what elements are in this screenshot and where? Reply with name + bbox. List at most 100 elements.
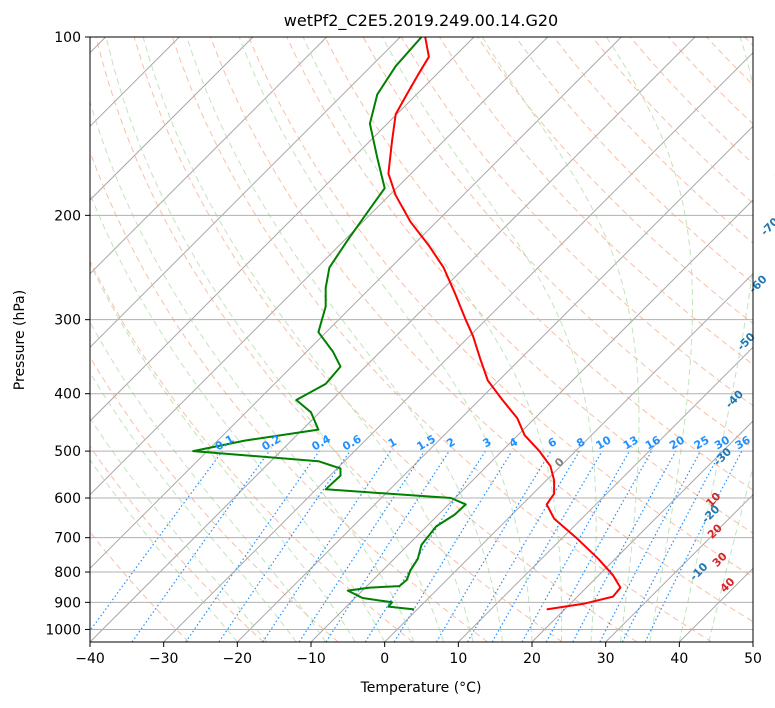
mixing-ratio-label: 8 [574,435,587,450]
mixing-ratio-label: 0.6 [340,432,364,453]
dry-adiabat-line [90,150,488,642]
y-axis-ticks: 100 200 300 400 500 600 700 800 900 1000 [45,30,90,638]
mixing-ratio-label: 0.4 [310,432,334,453]
isotherm-line [236,125,753,642]
mixing-ratio-label: 1 [386,435,399,450]
isotherm-line [90,37,696,642]
y-tick-label: 200 [54,208,81,224]
isotherm-label: -10 [687,560,710,583]
y-tick-label: 400 [54,387,81,403]
moist-adiabat-line [481,37,640,642]
isotherm-line [310,199,753,642]
mixing-ratio-label: 16 [643,433,663,452]
x-tick-label: 10 [449,651,467,667]
dry-adiabat-line [90,531,190,642]
moist-adiabat-line [186,37,503,642]
mixing-ratio-line [131,450,270,642]
mixing-ratio-label: 3 [480,435,493,450]
isotherm-label: -40 [723,387,746,410]
moist-adiabat-label: 30 [710,549,730,569]
isotherm-line [90,37,328,275]
dry-adiabat-line [90,356,339,642]
isotherm-line [90,37,254,201]
isotherm-label: -70 [758,215,775,238]
x-tick-label: −20 [223,651,253,667]
x-tick-label: 50 [744,651,762,667]
isotherm-line [384,272,753,642]
mixing-ratio-line [218,450,351,642]
dry-adiabat-line [90,445,264,642]
x-tick-label: 0 [380,651,389,667]
dry-adiabat-line [171,37,712,642]
moist-adiabat-line [105,37,445,642]
dry-adiabat-line [90,259,414,642]
y-tick-label: 700 [54,531,81,547]
moist-adiabat-line [238,37,533,642]
background-lines [90,37,753,642]
mixing-ratio-line [599,450,702,642]
mixing-ratio-line [325,450,450,642]
mixing-ratio-line [393,450,513,642]
isotherm-line [678,567,753,642]
moist-adiabat-line [90,99,415,642]
y-axis-label: Pressure (hPa) [12,290,28,390]
x-tick-label: −30 [149,651,179,667]
mixing-ratio-label: 1.5 [414,432,437,453]
mixing-ratio-label: 10 [594,433,614,452]
isotherm-line [90,37,622,570]
mixing-ratio-label: 20 [667,433,687,452]
y-tick-label: 500 [54,444,81,460]
moist-adiabat-line [90,192,386,642]
moist-adiabat-line [90,321,327,642]
isotherm-line [457,346,753,642]
moist-adiabat-line [90,459,238,642]
dry-adiabat-line [324,37,753,491]
moist-adiabat-line [606,37,693,642]
mixing-ratio-line [466,450,580,642]
moist-adiabat-line [90,262,356,642]
moist-adiabat-line [678,37,753,642]
chart-title: wetPf2_C2E5.2019.249.00.14.G20 [284,11,558,31]
dry-adiabat-line [286,37,753,534]
x-tick-label: 40 [670,651,688,667]
isotherm-line [90,37,475,422]
isotherm-label: -50 [735,330,758,353]
y-tick-label: 100 [54,30,81,46]
moist-adiabat-line [90,371,297,642]
moist-adiabat-line [90,417,268,642]
dry-adiabat-line [210,37,753,623]
moist-adiabat-line [708,465,753,642]
y-tick-label: 1000 [45,622,81,638]
mixing-ratio-label: 13 [621,433,641,452]
mixing-ratio-line [545,450,653,642]
isotherm-line [163,51,753,642]
mixing-ratio-label: 0.1 [213,432,236,453]
x-tick-label: −40 [75,651,105,667]
mixing-ratio-line [572,450,677,642]
moist-adiabat-line [142,37,474,642]
isotherm-line [605,493,753,642]
profile-series [192,37,622,611]
dry-adiabat-line [133,37,638,642]
mixing-ratio-label: 2 [444,435,457,450]
moist-adiabat-label: 10 [703,490,723,510]
mixing-ratio-line [185,450,320,642]
x-tick-label: 30 [597,651,615,667]
mixing-ratio-line [262,450,392,642]
mixing-ratio-line [521,450,631,642]
mixing-ratio-line [644,450,743,642]
y-tick-label: 800 [54,565,81,581]
mixing-ratio-line [298,450,425,642]
mixing-ratio-line [364,450,486,642]
isotherm-label: -80 [770,157,775,180]
line-annotations: 0.10.20.40.611.52346810131620253036-100-… [213,157,775,595]
isotherm-label: -30 [711,445,734,468]
moist-adiabat-line [381,37,597,642]
dry-adiabat-line [248,37,753,578]
x-axis-ticks: −40 −30 −20 −10 0 10 20 30 40 50 [75,642,762,667]
isotherm-line [90,37,401,349]
mixing-ratio-label: 4 [507,435,520,450]
dewpoint-profile-line [192,37,467,611]
plot-frame [89,36,754,643]
